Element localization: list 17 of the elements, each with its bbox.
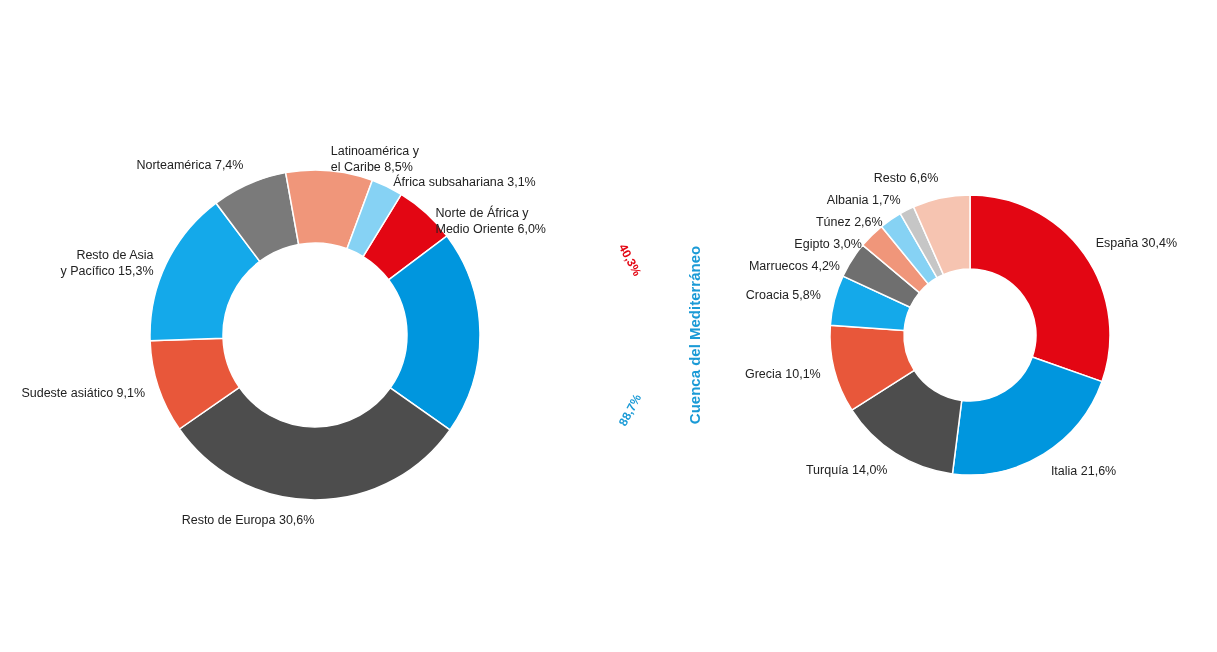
- slice-label: Albania 1,7%: [826, 193, 901, 208]
- slice-label: España 30,4%: [1095, 235, 1178, 250]
- slice-label: Marruecos 4,2%: [748, 259, 840, 274]
- slice-label: Egipto 3,0%: [794, 237, 862, 252]
- slice-label: Resto de Europa 30,6%: [181, 513, 315, 527]
- slice-label: Croacia 5,8%: [745, 288, 821, 303]
- slice-label: Norteamérica 7,4%: [136, 158, 244, 173]
- slice-label: Turquía 14,0%: [805, 463, 888, 478]
- slice-label: Sudeste asiático 9,1%: [21, 386, 146, 401]
- slice-label: Italia 21,6%: [1050, 464, 1117, 479]
- slice-label: Grecia 10,1%: [744, 367, 821, 382]
- slice-label: Túnez 2,6%: [815, 215, 883, 230]
- slice-label: África subsahariana 3,1%: [393, 173, 536, 189]
- slice-label: Latinoamérica y el Caribe 8,5%: [330, 143, 420, 174]
- slice-label: Resto de Asia y Pacífico 15,3%: [60, 248, 154, 279]
- text: Cuenca del Mediterráneo: [686, 245, 703, 425]
- slice-label: Resto 6,6%: [873, 171, 939, 186]
